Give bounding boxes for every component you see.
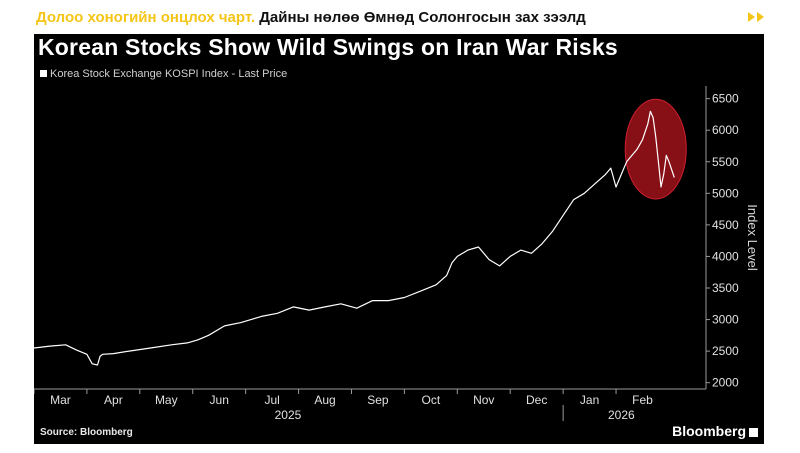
x-tick-label: Sep xyxy=(367,393,389,407)
y-tick-label: 6000 xyxy=(712,123,739,137)
x-tick-label: Jan xyxy=(580,393,599,407)
y-tick-label: 6500 xyxy=(712,92,739,106)
x-tick-label: Dec xyxy=(526,393,547,407)
brand-logo: Bloomberg xyxy=(672,423,758,439)
y-tick-label: 2500 xyxy=(712,344,739,358)
x-tick-label: Nov xyxy=(473,393,494,407)
x-tick-label: Jul xyxy=(264,393,279,407)
legend-swatch xyxy=(40,69,47,77)
y-tick-label: 4000 xyxy=(712,249,739,263)
chart-legend: Korea Stock Exchange KOSPI Index - Last … xyxy=(40,68,287,80)
y-tick-label: 3000 xyxy=(712,313,739,327)
series-line-kospi xyxy=(34,110,675,366)
x-tick-label: Aug xyxy=(314,393,335,407)
y-tick-label: 2000 xyxy=(712,376,739,390)
chart-panel: 2000 2500 3000 3500 4000 4500 5000 5500 6000 6500… xyxy=(34,34,764,444)
x-tick-label: Jun xyxy=(210,393,229,407)
caption: Долоо хоногийн онцлох чарт. Дайны нөлөө … xyxy=(36,9,586,26)
y-tick-label: 4500 xyxy=(712,218,739,232)
y-tick-label: 3500 xyxy=(712,281,739,295)
y-tick-label: 5500 xyxy=(712,155,739,169)
y-tick-label: 5000 xyxy=(712,186,739,200)
year-label-2025: 2025 xyxy=(275,408,302,422)
double-chevron-right-icon[interactable] xyxy=(746,10,768,24)
chart-svg: 2000 2500 3000 3500 4000 4500 5000 5500 6000 6500… xyxy=(34,86,760,422)
brand-text: Bloomberg xyxy=(672,423,746,439)
x-tick-label: Apr xyxy=(104,393,123,407)
caption-highlight: Долоо хоногийн онцлох чарт. xyxy=(36,9,256,26)
x-tick-label: Mar xyxy=(50,393,71,407)
highlight-circle xyxy=(624,98,687,200)
chart-title: Korean Stocks Show Wild Swings on Iran W… xyxy=(38,34,618,60)
y-axis-label: Index Level xyxy=(745,204,760,271)
brand-mark-icon xyxy=(749,427,758,437)
x-tick-label: Oct xyxy=(422,393,441,407)
caption-text: Дайны нөлөө Өмнөд Солонгосын зах зээлд xyxy=(259,9,586,26)
legend-label: Korea Stock Exchange KOSPI Index - Last … xyxy=(50,68,288,80)
header-bar: Долоо хоногийн онцлох чарт. Дайны нөлөө … xyxy=(0,0,800,34)
x-tick-label: Feb xyxy=(632,393,653,407)
year-label-2026: 2026 xyxy=(608,408,635,422)
source-note: Source: Bloomberg xyxy=(40,427,133,438)
x-tick-label: May xyxy=(155,393,178,407)
